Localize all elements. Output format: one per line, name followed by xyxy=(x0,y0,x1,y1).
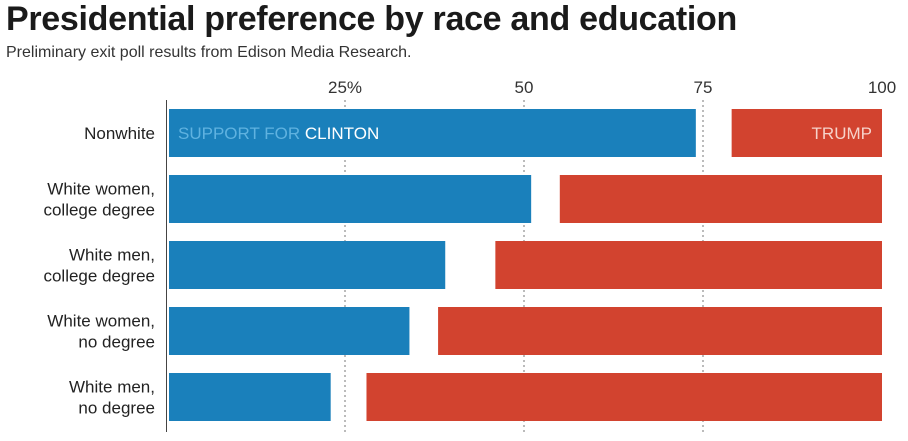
category-label: White women, xyxy=(47,312,155,331)
category-label: White women, xyxy=(47,180,155,199)
category-label: Nonwhite xyxy=(84,124,155,143)
clinton-series-label: SUPPORT FOR CLINTON xyxy=(178,124,379,143)
bar-trump xyxy=(495,241,882,289)
category-label: college degree xyxy=(43,201,155,220)
bar-trump xyxy=(731,109,882,157)
bar-trump xyxy=(366,373,883,421)
category-label: no degree xyxy=(78,399,155,418)
category-label: college degree xyxy=(43,267,155,286)
tick-label-50: 50 xyxy=(515,78,534,97)
bar-trump xyxy=(559,175,882,223)
bar-clinton xyxy=(169,175,532,223)
trump-series-label: TRUMP xyxy=(812,124,872,143)
category-label: White men, xyxy=(69,246,155,265)
bar-clinton xyxy=(169,307,410,355)
bar-trump xyxy=(438,307,882,355)
category-label: no degree xyxy=(78,333,155,352)
tick-label-25: 25% xyxy=(328,78,362,97)
tick-label-100: 100 xyxy=(868,78,896,97)
tick-label-75: 75 xyxy=(694,78,713,97)
bar-clinton xyxy=(169,109,696,157)
chart-subtitle: Preliminary exit poll results from Ediso… xyxy=(6,44,412,61)
bar-clinton xyxy=(169,373,331,421)
bar-clinton xyxy=(169,241,446,289)
category-label: White men, xyxy=(69,378,155,397)
chart-title: Presidential preference by race and educ… xyxy=(6,0,737,38)
